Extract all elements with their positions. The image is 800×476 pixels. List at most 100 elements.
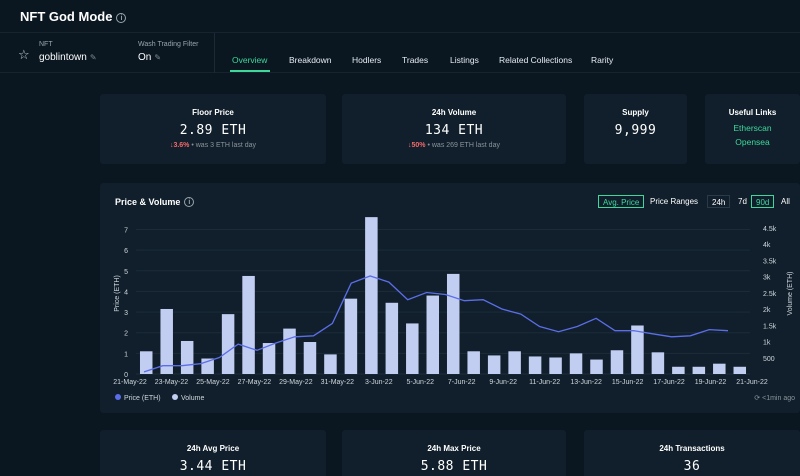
card-title: 24h Volume: [431, 108, 477, 117]
range-24h[interactable]: 24h: [707, 195, 731, 208]
floor-price-card: Floor Price 2.89 ETH ↓3.6% • was 3 ETH l…: [100, 94, 326, 164]
volume-bar: [508, 351, 521, 374]
y-left-tick-label: 6: [124, 248, 128, 255]
price-ranges-toggle[interactable]: Price Ranges: [650, 197, 699, 206]
volume-card: 24h Volume 134 ETH ↓50% • was 269 ETH la…: [342, 94, 566, 164]
volume-bar: [365, 217, 378, 374]
x-tick-label: 19-Jun-22: [695, 379, 727, 386]
legend-volume[interactable]: Volume: [172, 394, 204, 402]
y-right-tick-label: 4.5k: [763, 226, 777, 233]
y-left-tick-label: 4: [124, 289, 128, 296]
x-tick-label: 21-May-22: [113, 379, 147, 386]
tab-rarity[interactable]: Rarity: [591, 55, 614, 65]
volume-bar: [692, 366, 706, 374]
range-90d[interactable]: 90d: [751, 195, 775, 208]
wash-filter-toggle[interactable]: On ✎: [138, 52, 162, 63]
x-tick-label: 9-Jun-22: [489, 379, 517, 386]
price-line: [143, 275, 729, 373]
tab-related-collections[interactable]: Related Collections: [499, 55, 573, 65]
chart-title: Price & Volume i: [115, 197, 195, 207]
x-tick-label: 31-May-22: [321, 379, 355, 386]
card-title: 24h Avg Price: [186, 444, 240, 453]
x-tick-label: 5-Jun-22: [406, 379, 434, 386]
nft-selector[interactable]: goblintown ✎: [39, 52, 97, 63]
price-volume-chart: 0 1 2 3 4 5 6 7 500 1k 1.5k 2k 2.5k 3k 3.5k 4k 4.5k Price…: [113, 217, 794, 386]
opensea-link[interactable]: Opensea: [735, 137, 770, 147]
etherscan-link[interactable]: Etherscan: [733, 123, 772, 133]
volume-change: ↓50% • was 269 ETH last day: [408, 142, 500, 149]
volume-bar: [672, 366, 685, 374]
y-right-tick-label: 500: [763, 356, 775, 363]
y-right-tick-label: 3k: [763, 275, 771, 282]
avg-price-toggle[interactable]: Avg. Price: [598, 195, 645, 208]
y-right-tick-label: 1k: [763, 340, 771, 347]
volume-bar: [549, 357, 562, 374]
y-right-axis-label: Volume (ETH): [787, 272, 794, 316]
nft-label: NFT: [39, 41, 53, 48]
edit-icon[interactable]: ✎: [154, 53, 162, 62]
card-title: Floor Price: [192, 108, 234, 117]
x-tick-label: 13-Jun-22: [570, 379, 602, 386]
supply-card: Supply 9,999: [584, 94, 687, 164]
avg-price-value: 3.44 ETH: [179, 459, 247, 474]
legend-dot: [172, 394, 178, 400]
legend-price[interactable]: Price (ETH): [115, 394, 161, 402]
star-icon[interactable]: ☆: [18, 47, 30, 62]
volume-bar: [487, 355, 501, 374]
volume-bar: [139, 351, 153, 374]
volume-bar: [446, 273, 460, 374]
card-title: 24h Transactions: [659, 444, 725, 453]
avg-price-card: 24h Avg Price 3.44 ETH: [100, 430, 326, 476]
refresh-icon[interactable]: ⟳: [754, 395, 761, 402]
volume-bar: [324, 354, 337, 374]
tab-listings[interactable]: Listings: [450, 55, 479, 65]
x-tick-label: 25-May-22: [196, 379, 230, 386]
last-updated: ⟳ <1min ago: [754, 395, 795, 402]
y-right-tick-label: 4k: [763, 242, 771, 249]
x-tick-label: 29-May-22: [279, 379, 313, 386]
volume-bar: [651, 352, 665, 374]
tab-hodlers[interactable]: Hodlers: [352, 55, 382, 65]
card-title: Useful Links: [728, 108, 777, 117]
y-left-tick-label: 5: [124, 269, 128, 276]
active-tab-indicator: [230, 70, 270, 72]
collection-bar: [0, 33, 800, 73]
floor-price-value: 2.89 ETH: [179, 123, 247, 138]
useful-links-card: Useful Links Etherscan Opensea: [705, 94, 800, 164]
edit-icon[interactable]: ✎: [89, 53, 97, 62]
floor-price-change: ↓3.6% • was 3 ETH last day: [169, 142, 257, 149]
tab-trades[interactable]: Trades: [402, 55, 429, 65]
y-right-tick-label: 3.5k: [763, 258, 777, 265]
volume-bar: [713, 363, 726, 374]
y-left-tick-label: 1: [124, 351, 128, 358]
volume-bar: [344, 298, 358, 374]
info-icon[interactable]: i: [184, 197, 195, 207]
info-icon[interactable]: i: [116, 13, 127, 23]
volume-bar: [385, 302, 399, 374]
max-price-value: 5.88 ETH: [420, 459, 488, 474]
x-tick-label: 3-Jun-22: [365, 379, 393, 386]
x-tick-label: 23-May-22: [155, 379, 189, 386]
supply-value: 9,999: [614, 123, 657, 138]
y-left-tick-label: 7: [124, 228, 128, 235]
volume-bar: [283, 328, 296, 374]
range-all[interactable]: All: [781, 197, 790, 206]
wash-filter-label: Wash Trading Filter: [138, 41, 199, 48]
top-bar: NFT God Mode i: [0, 0, 800, 33]
tab-overview[interactable]: Overview: [232, 55, 268, 65]
volume-bar: [262, 343, 276, 374]
x-tick-label: 17-Jun-22: [653, 379, 685, 386]
volume-bar: [467, 351, 480, 374]
volume-bar: [569, 353, 583, 374]
volume-value: 134 ETH: [424, 123, 484, 138]
price-volume-panel: Price & Volume i Avg. Price Price Ranges …: [100, 183, 800, 413]
y-left-tick-label: 2: [124, 331, 128, 338]
volume-bar: [221, 314, 235, 374]
x-tick-label: 15-Jun-22: [612, 379, 644, 386]
tab-breakdown[interactable]: Breakdown: [289, 55, 332, 65]
y-right-tick-label: 2k: [763, 307, 771, 314]
x-tick-label: 11-Jun-22: [529, 379, 560, 386]
volume-bar: [242, 275, 255, 374]
range-7d[interactable]: 7d: [738, 197, 747, 206]
volume-bar: [426, 295, 440, 374]
